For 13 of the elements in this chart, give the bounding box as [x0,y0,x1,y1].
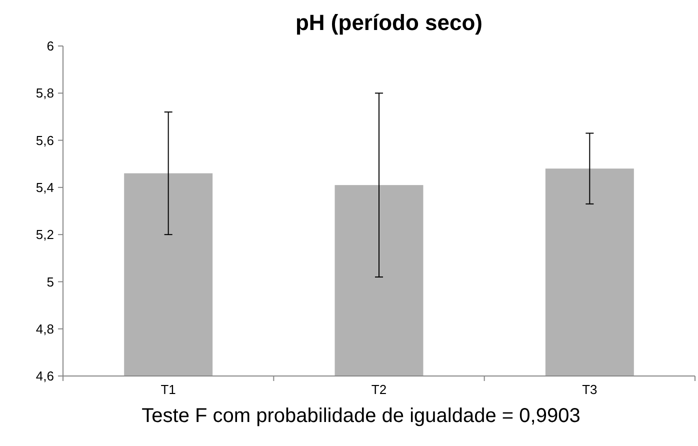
chart-title: pH (período seco) [295,10,483,35]
y-tick-label: 5,6 [36,132,54,148]
y-tick-label: 5,2 [36,227,54,242]
x-tick-label: T1 [160,382,176,397]
y-tick-label: 6 [46,38,54,54]
y-tick-label: 5 [46,274,54,290]
x-tick-label: T2 [371,382,387,397]
y-tick-label: 5,4 [36,180,54,195]
y-tick-label: 5,8 [36,86,54,101]
y-tick-label: 4,8 [36,321,54,336]
x-tick-label: T3 [582,382,598,397]
y-tick-label: 4,6 [36,368,54,384]
text: Teste F com probabilidade de igualdade = 0,9903 [142,405,580,427]
